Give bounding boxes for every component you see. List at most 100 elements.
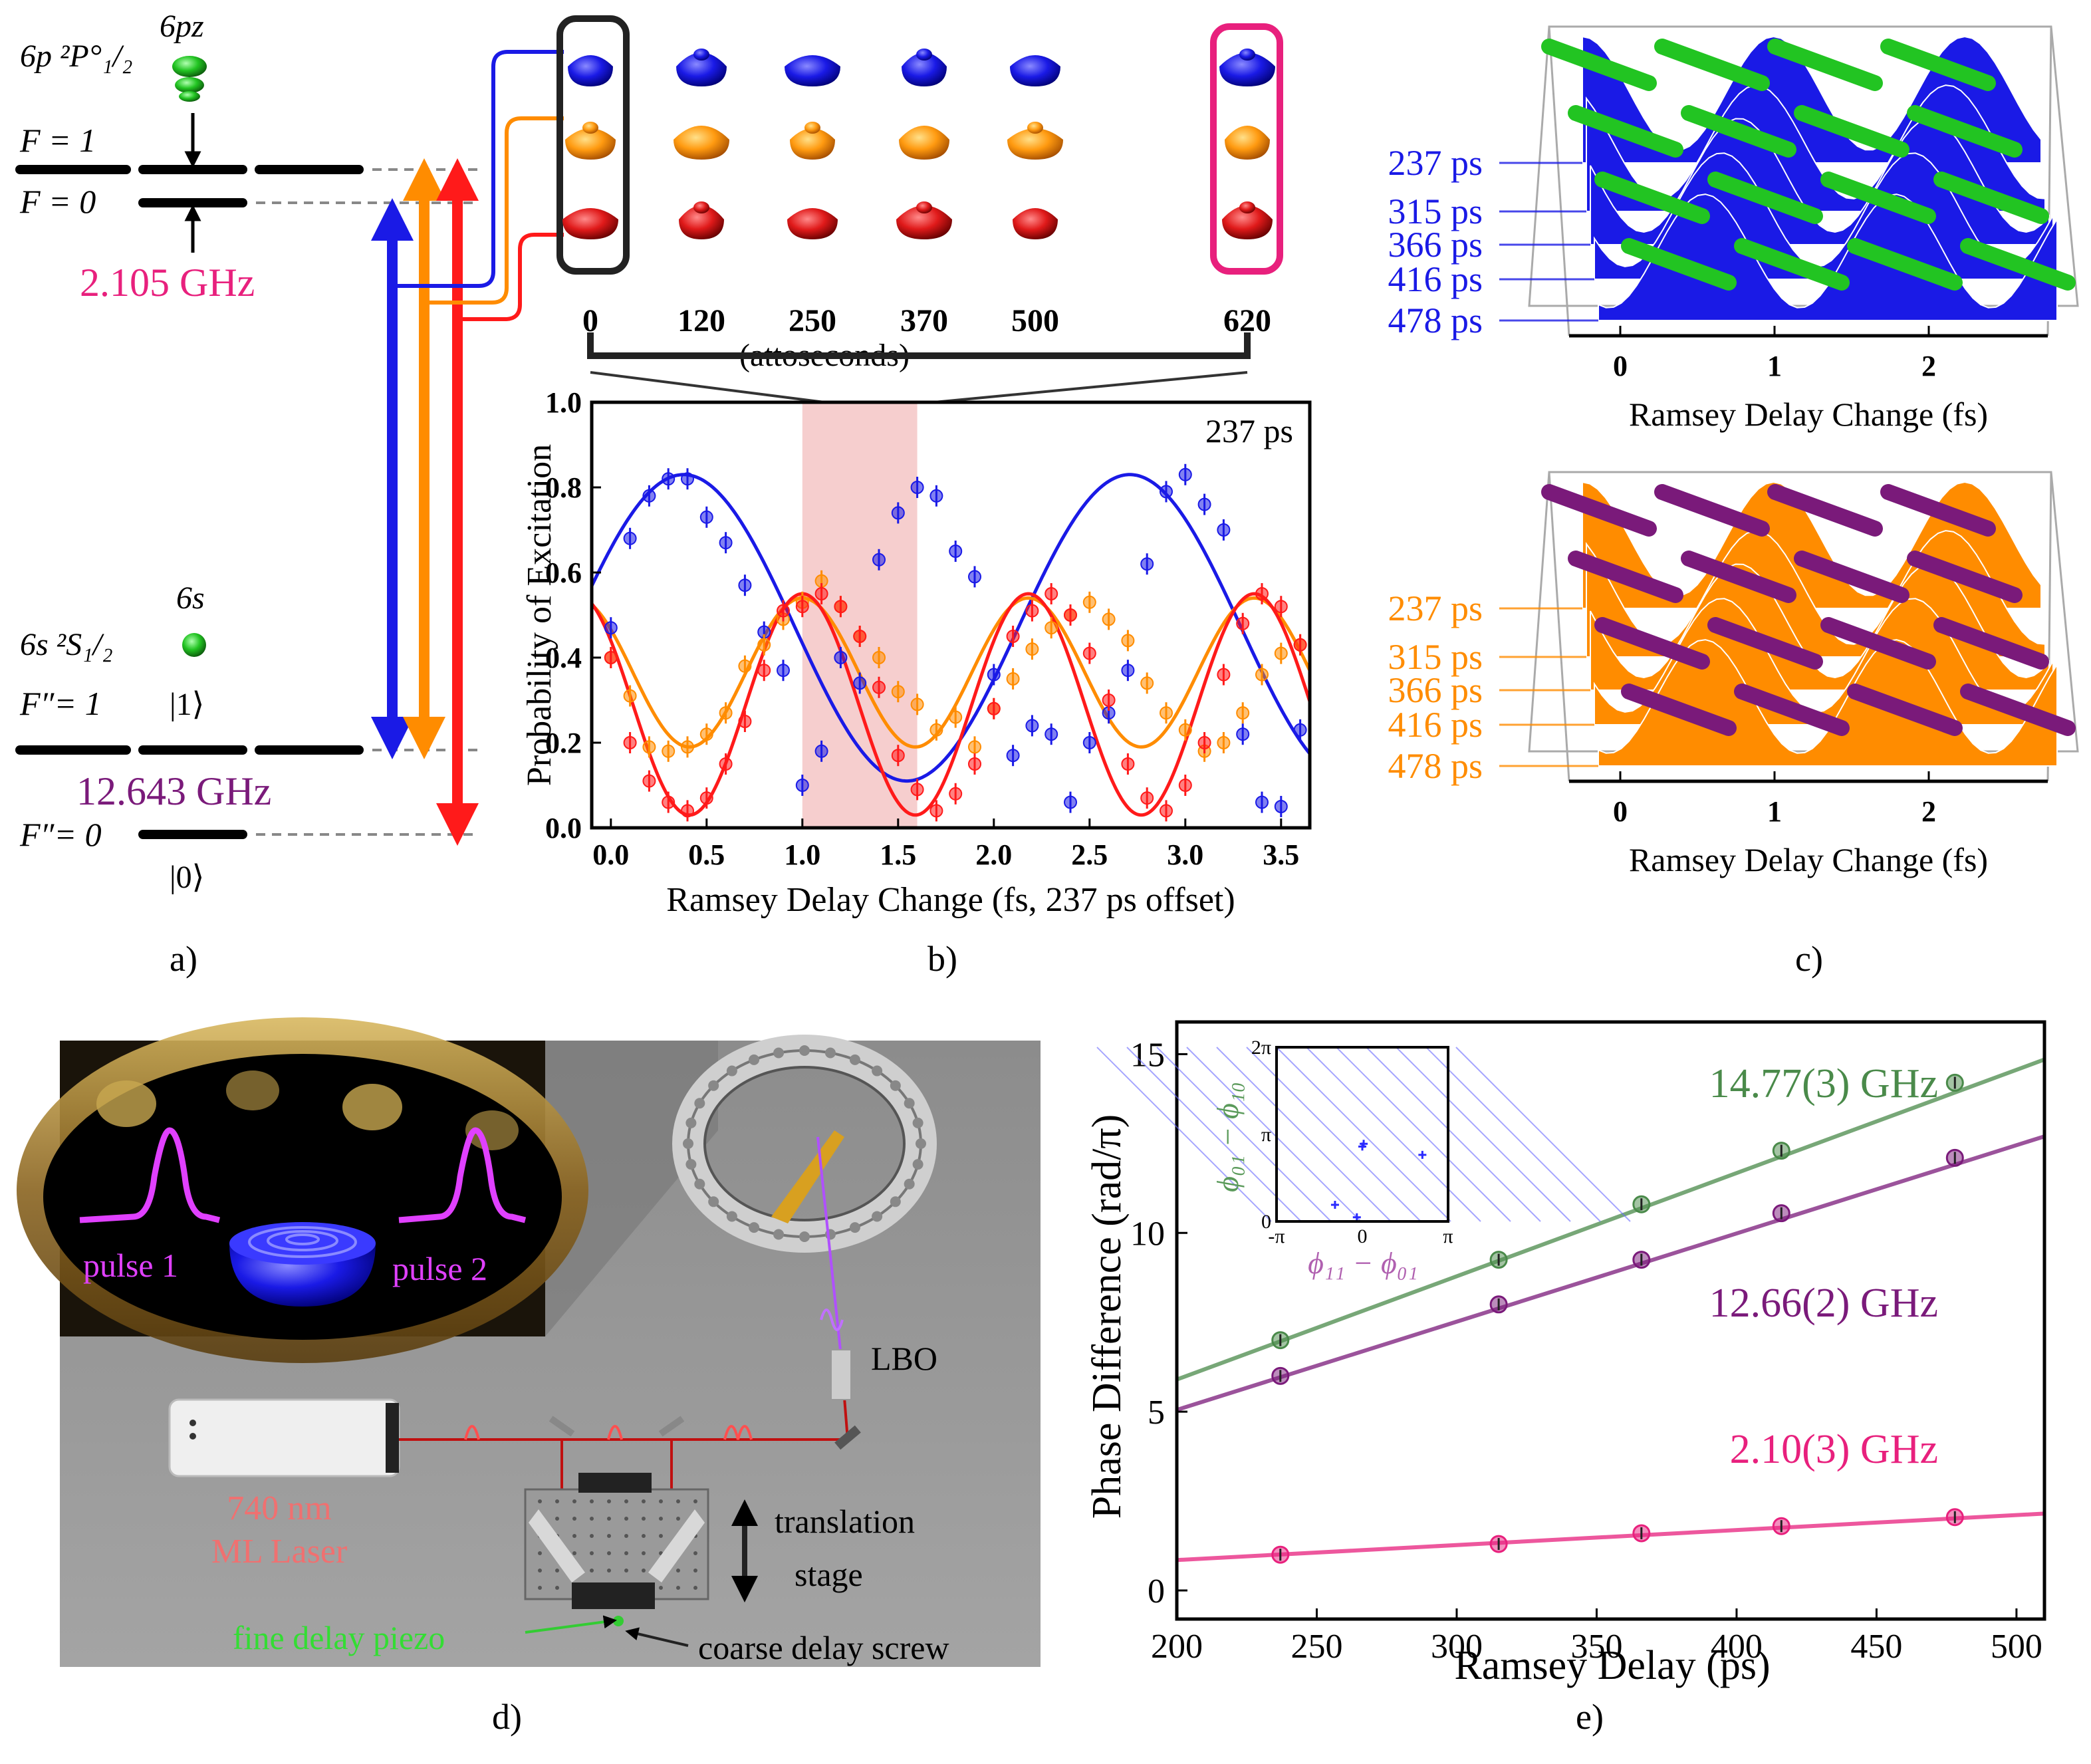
x-tick-label: 200 [1151, 1628, 1203, 1666]
data-point-red [1006, 630, 1020, 643]
orbital-orange-1 [674, 126, 729, 160]
ring-bolt [726, 1211, 737, 1222]
data-point-blue [1140, 557, 1154, 571]
piezo-label: fine delay piezo [233, 1619, 445, 1656]
lbo-label: LBO [871, 1340, 937, 1377]
data-point-orange [642, 740, 656, 754]
data-point-orange [1045, 621, 1058, 635]
panel-label-d: d) [492, 1697, 522, 1737]
zoom-line-right [933, 371, 1248, 404]
waterfall-phase-stripe [1880, 39, 1996, 91]
data-point-blue [1025, 719, 1039, 733]
orbital-blue-1-lobe [693, 49, 709, 61]
inset-xlabel: ϕ₁₁ − ϕ₀₁ [1308, 1246, 1418, 1280]
stage-hole [642, 1534, 646, 1538]
inset-guide-line [1366, 1047, 1541, 1222]
orange-connector [430, 116, 564, 305]
s-orbital-label: 6s [176, 580, 205, 616]
panel-label-b: b) [927, 939, 957, 979]
waterfall-series-label: 478 ps [1388, 746, 1483, 786]
stage-hole [572, 1499, 576, 1503]
stage-hole [538, 1499, 542, 1503]
data-point-orange [929, 723, 943, 737]
waterfall-phase-stripe [1594, 617, 1710, 670]
data-point-red [1197, 736, 1211, 749]
x-tick-label: 250 [1291, 1628, 1342, 1666]
data-point-blue [1274, 800, 1288, 813]
chart-c-top-xlabel: Ramsey Delay Change (fs) [1629, 396, 1988, 433]
data-point-blue [910, 481, 924, 494]
data-point-orange [1006, 672, 1020, 686]
orbital-red-3-lobe [916, 201, 932, 213]
waterfall-phase-stripe [1654, 484, 1770, 537]
stage-hole [624, 1499, 628, 1503]
inset-guide-line [1186, 1047, 1362, 1222]
s-splitting-label: 12.643 GHz [76, 769, 271, 813]
attosecond-tick-label: 250 [789, 303, 836, 338]
data-point-red [853, 630, 867, 643]
data-point-blue [891, 506, 905, 520]
attosecond-tick-label: 370 [900, 303, 948, 338]
ring-bolt [685, 1117, 697, 1128]
x-tick-label: 0.5 [688, 838, 725, 871]
data-point-red [1140, 791, 1154, 805]
ring-bolt [890, 1080, 901, 1091]
inset-x-tick-label: π [1443, 1225, 1453, 1247]
waterfall-edge [1548, 471, 1570, 782]
stage-hole [642, 1499, 646, 1503]
data-point-blue [1236, 727, 1250, 741]
orbital-orange-3 [899, 126, 949, 160]
stage-label-line-2: stage [795, 1556, 863, 1593]
stage-hole [693, 1551, 697, 1555]
y-tick-label: 0 [1148, 1573, 1165, 1610]
waterfall-x-tick-label: 1 [1767, 795, 1782, 828]
setup-illustration: pulse 1 pulse 2 740 nm ML Laser [17, 1017, 1041, 1667]
orbital-blue-0 [568, 55, 613, 86]
waterfall-series-label: 315 ps [1388, 637, 1483, 677]
data-point-blue [929, 489, 943, 503]
stage-hole [676, 1517, 680, 1521]
data-point-red [1160, 804, 1173, 818]
inset-point [1352, 1213, 1361, 1221]
stage-hole [624, 1551, 628, 1555]
stage-hole [659, 1517, 663, 1521]
data-point-orange [719, 706, 733, 720]
chart-b-shaded-region [802, 402, 918, 828]
data-point-orange [757, 638, 771, 652]
orbital-orange-2-lobe [804, 122, 820, 134]
x-tick-label: 3.5 [1263, 838, 1299, 871]
data-point-blue [1197, 497, 1211, 511]
inset-guide-line [1276, 1047, 1451, 1222]
beam-path [399, 1349, 861, 1544]
stage-hole [555, 1517, 559, 1521]
stage-label-line-1: translation [775, 1503, 915, 1540]
zoom-line-left [590, 371, 825, 404]
data-point-blue [1064, 795, 1077, 809]
panel-label-a: a) [170, 939, 197, 979]
waterfall-phase-stripe [1767, 39, 1883, 91]
data-point-blue [777, 664, 790, 678]
data-point-orange [1121, 634, 1135, 648]
data-point-red [738, 715, 752, 728]
orbital-blue-3 [902, 53, 947, 86]
data-point-red [1217, 668, 1231, 682]
fit-curve-red [592, 592, 1310, 817]
data-point-orange [910, 697, 924, 711]
waterfall-series-label: 416 ps [1388, 259, 1483, 299]
data-point-blue [795, 779, 809, 792]
data-point-blue [623, 531, 637, 545]
data-point-blue [987, 668, 1001, 682]
orbital-orange-0-lobe [582, 122, 598, 134]
stage-hole [538, 1586, 542, 1590]
waterfall-phase-stripe [1767, 484, 1883, 537]
data-point-orange [968, 740, 981, 754]
waterfall-phase-stripe [1707, 617, 1823, 670]
data-point-red [1064, 608, 1077, 622]
waterfall-phase-stripe [1621, 684, 1737, 736]
chart-b-ylabel: Probability of Excitation [521, 444, 558, 786]
ring-bolt [824, 1047, 836, 1059]
waterfall-frame [1528, 471, 2079, 753]
ring-bolt [773, 1229, 785, 1240]
